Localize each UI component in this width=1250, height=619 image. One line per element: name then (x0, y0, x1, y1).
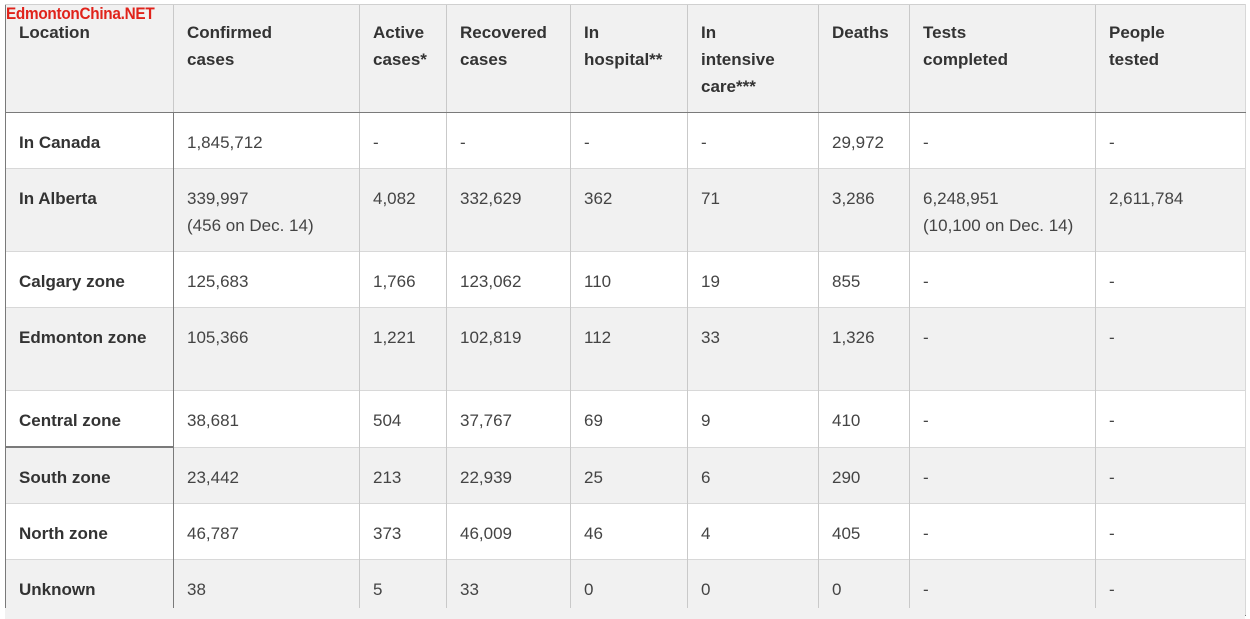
cell-active: 213 (359, 446, 447, 504)
cell-people: - (1095, 307, 1246, 391)
table-row: North zone 46,787 373 46,009 46 4 405 - … (5, 503, 1246, 560)
cell-confirmed: 339,997 (456 on Dec. 14) (173, 168, 360, 252)
cell-people: 2,611,784 (1095, 168, 1246, 252)
cell-tests: - (909, 251, 1096, 308)
table-row: In Alberta 339,997 (456 on Dec. 14) 4,082… (5, 168, 1246, 252)
header-active: Active cases* (359, 4, 447, 113)
cell-recovered: - (446, 112, 571, 169)
cell-deaths: 410 (818, 390, 910, 447)
header-deaths: Deaths (818, 4, 910, 113)
cell-people: - (1095, 251, 1246, 308)
cell-recovered: 46,009 (446, 503, 571, 560)
cell-people: - (1095, 112, 1246, 169)
cell-tests-note: (10,100 on Dec. 14) (923, 216, 1074, 235)
cell-recovered: 123,062 (446, 251, 571, 308)
table-row: Calgary zone 125,683 1,766 123,062 110 1… (5, 251, 1246, 308)
cell-active: - (359, 112, 447, 169)
cell-active: 4,082 (359, 168, 447, 252)
cell-deaths: 3,286 (818, 168, 910, 252)
row-location: Edmonton zone (5, 307, 174, 391)
cell-hospital: 0 (570, 559, 688, 616)
cell-deaths: 1,326 (818, 307, 910, 391)
cell-recovered: 33 (446, 559, 571, 616)
header-location: Location (5, 4, 174, 113)
cell-active: 1,221 (359, 307, 447, 391)
cell-hospital: 110 (570, 251, 688, 308)
cell-confirmed: 105,366 (173, 307, 360, 391)
cell-confirmed: 125,683 (173, 251, 360, 308)
watermark-logo: EdmontonChina.NET (6, 4, 155, 23)
table-row: In Canada 1,845,712 - - - - 29,972 - - (5, 112, 1246, 169)
cell-icu: 6 (687, 446, 819, 504)
header-row: Location Confirmed cases Active cases* Rec… (5, 4, 1246, 113)
cell-tests: - (909, 112, 1096, 169)
cell-recovered: 332,629 (446, 168, 571, 252)
row-location: North zone (5, 503, 174, 560)
cell-confirmed: 38,681 (173, 390, 360, 447)
cell-active: 5 (359, 559, 447, 616)
row-location: South zone (5, 446, 174, 504)
cell-icu: 0 (687, 559, 819, 616)
row-location: Central zone (5, 390, 174, 447)
cell-tests: - (909, 559, 1096, 616)
cell-hospital: 112 (570, 307, 688, 391)
row-location: Calgary zone (5, 251, 174, 308)
cell-icu: 9 (687, 390, 819, 447)
header-confirmed: Confirmed cases (173, 4, 360, 113)
header-tests: Tests completed (909, 4, 1096, 113)
cell-hospital: 362 (570, 168, 688, 252)
cell-tests: - (909, 307, 1096, 391)
header-recovered: Recovered cases (446, 4, 571, 113)
cell-deaths: 405 (818, 503, 910, 560)
cell-icu: 4 (687, 503, 819, 560)
cell-confirmed-note: (456 on Dec. 14) (187, 216, 314, 235)
cell-people: - (1095, 390, 1246, 447)
cell-recovered: 37,767 (446, 390, 571, 447)
cell-recovered: 102,819 (446, 307, 571, 391)
header-icu: In intensive care*** (687, 4, 819, 113)
cell-tests: - (909, 390, 1096, 447)
cell-deaths: 0 (818, 559, 910, 616)
table-row: Central zone 38,681 504 37,767 69 9 410 … (5, 390, 1246, 447)
cell-people: - (1095, 503, 1246, 560)
cell-hospital: 69 (570, 390, 688, 447)
cell-icu: - (687, 112, 819, 169)
cell-hospital: 46 (570, 503, 688, 560)
table-bottom-strip (5, 608, 1245, 619)
cell-active: 504 (359, 390, 447, 447)
cell-confirmed: 38 (173, 559, 360, 616)
cell-hospital: 25 (570, 446, 688, 504)
cell-deaths: 29,972 (818, 112, 910, 169)
cell-icu: 19 (687, 251, 819, 308)
cell-icu: 71 (687, 168, 819, 252)
cell-active: 373 (359, 503, 447, 560)
cell-confirmed: 23,442 (173, 446, 360, 504)
cell-people: - (1095, 446, 1246, 504)
header-people: People tested (1095, 4, 1246, 113)
cell-people: - (1095, 559, 1246, 616)
cell-tests: - (909, 446, 1096, 504)
cell-recovered: 22,939 (446, 446, 571, 504)
cell-hospital: - (570, 112, 688, 169)
cell-confirmed: 46,787 (173, 503, 360, 560)
cell-deaths: 855 (818, 251, 910, 308)
covid-stats-table: Location Confirmed cases Active cases* Rec… (5, 4, 1246, 616)
cell-confirmed: 1,845,712 (173, 112, 360, 169)
table-row: South zone 23,442 213 22,939 25 6 290 - … (5, 446, 1246, 504)
row-location: In Alberta (5, 168, 174, 252)
row-location: In Canada (5, 112, 174, 169)
cell-deaths: 290 (818, 446, 910, 504)
header-hospital: In hospital** (570, 4, 688, 113)
cell-tests: 6,248,951 (10,100 on Dec. 14) (909, 168, 1096, 252)
table-row: Edmonton zone 105,366 1,221 102,819 112 … (5, 307, 1246, 391)
cell-active: 1,766 (359, 251, 447, 308)
cell-tests: - (909, 503, 1096, 560)
cell-icu: 33 (687, 307, 819, 391)
